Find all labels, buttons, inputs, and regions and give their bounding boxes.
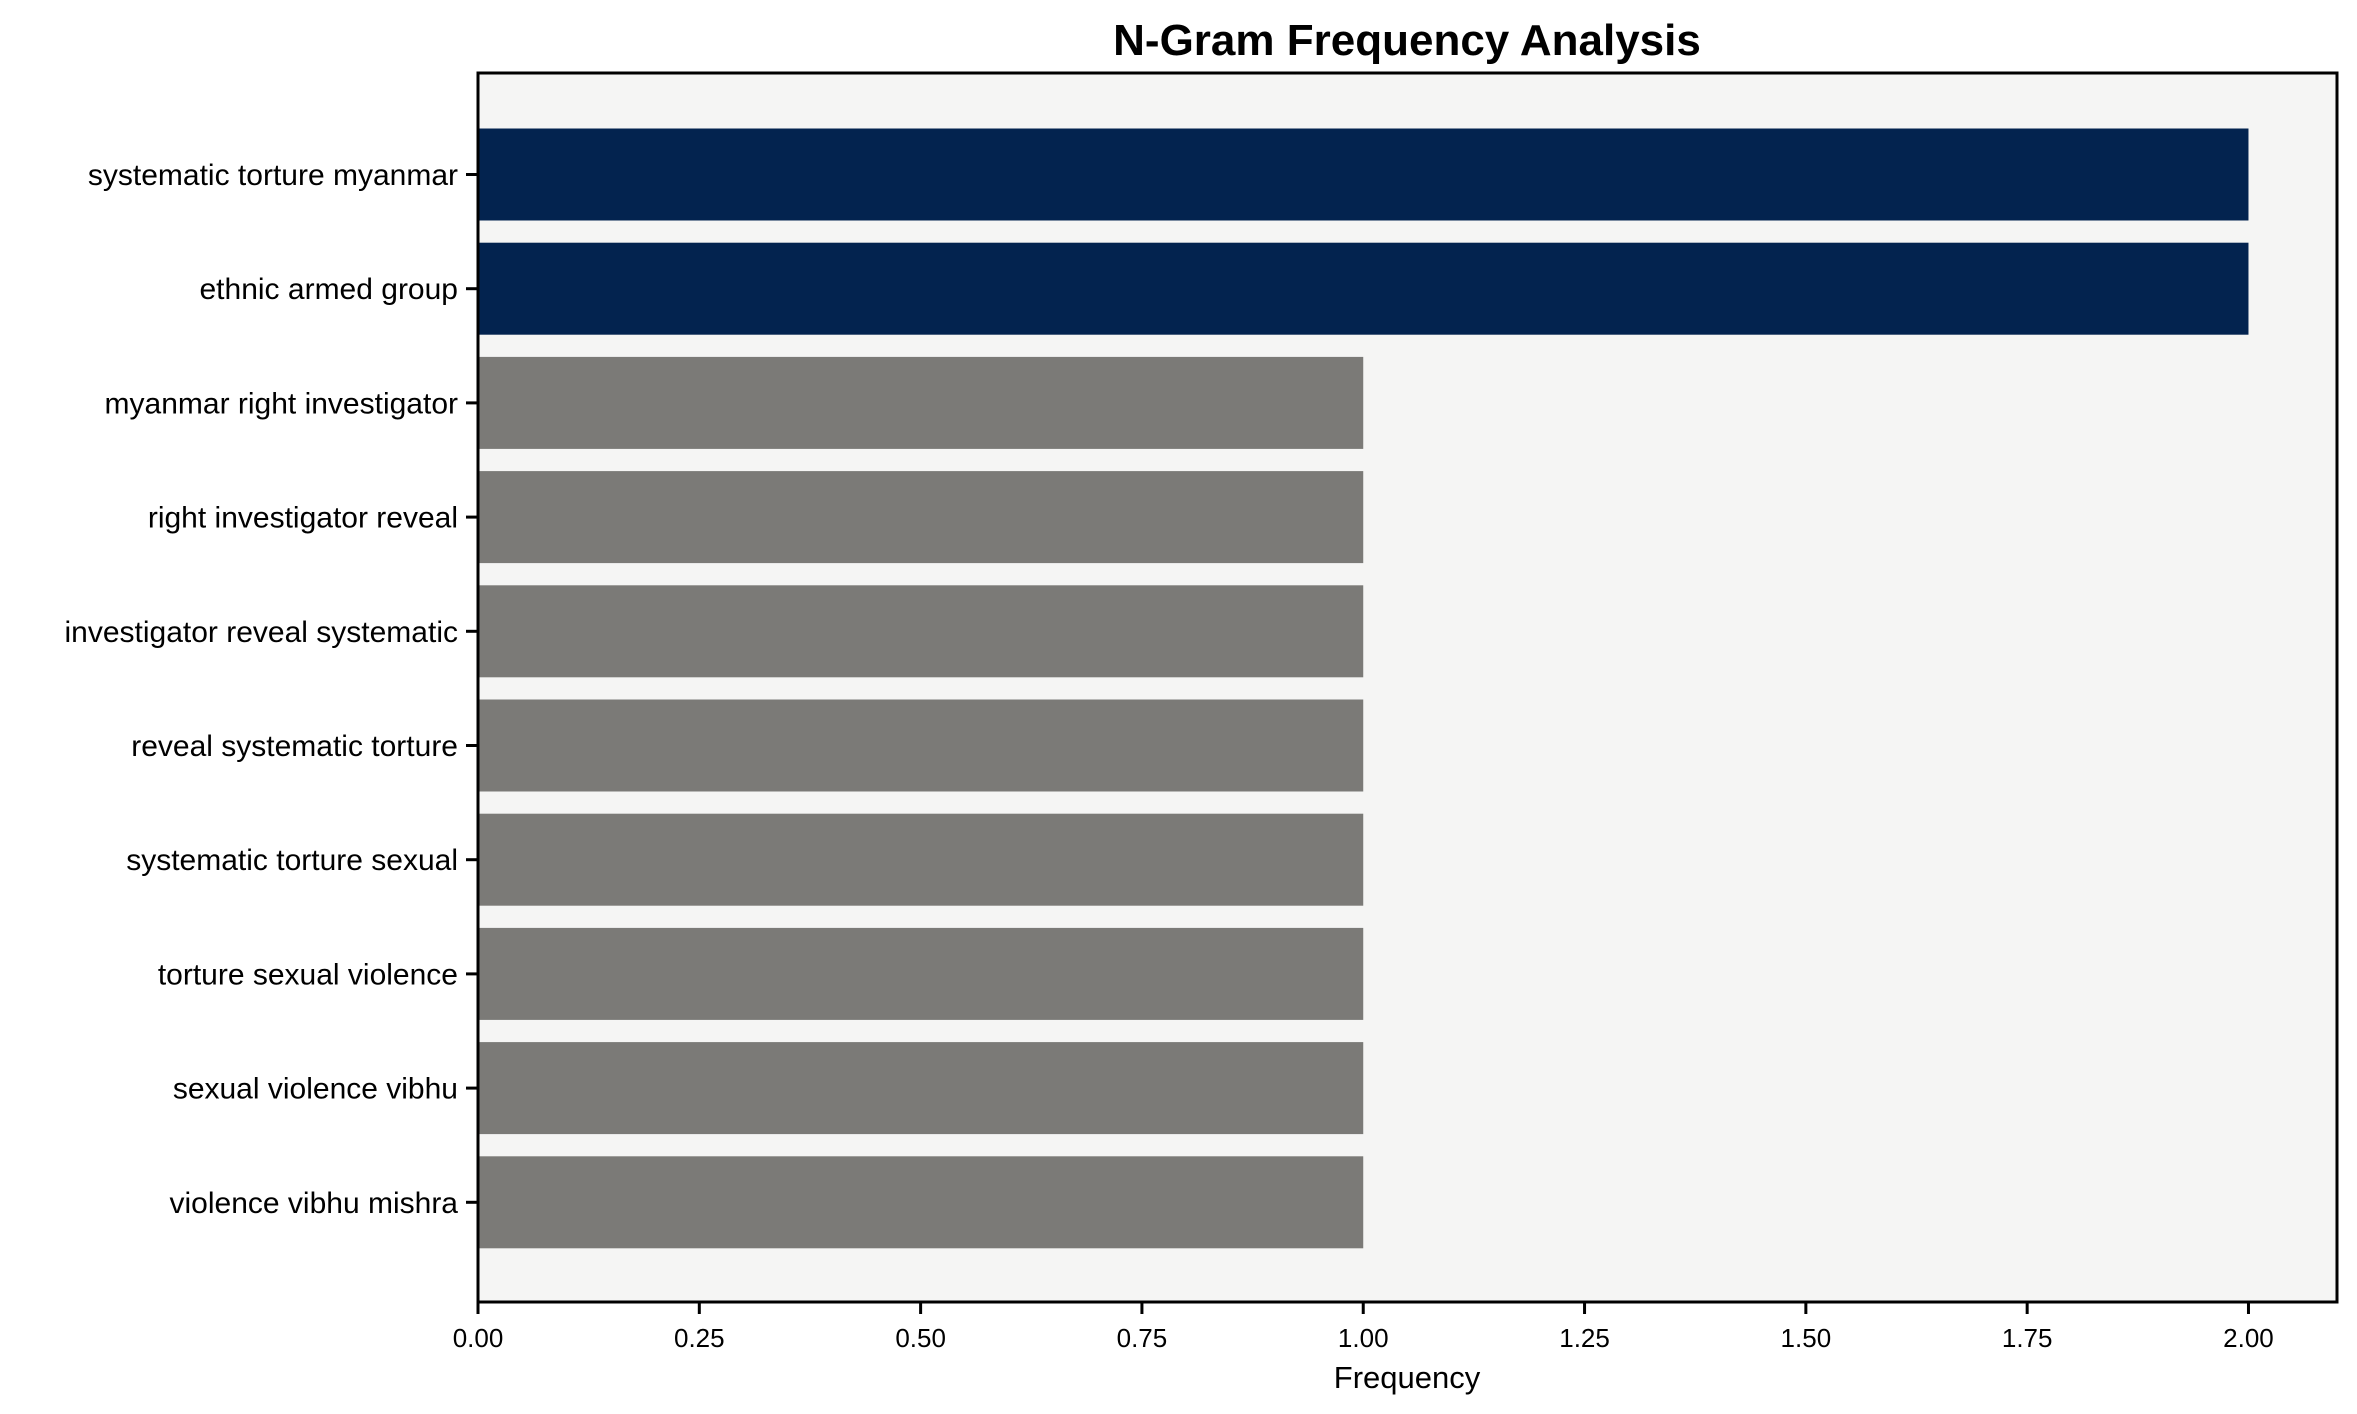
x-tick-label: 0.75 (1117, 1323, 1168, 1353)
chart-title: N-Gram Frequency Analysis (1113, 16, 1701, 65)
x-tick-label: 2.00 (2223, 1323, 2274, 1353)
x-tick-label: 1.00 (1338, 1323, 1389, 1353)
y-tick-label: sexual violence vibhu (173, 1073, 458, 1106)
bar (478, 471, 1364, 564)
bar (478, 927, 1364, 1020)
bars-group (478, 128, 2249, 1249)
x-tick-label: 1.75 (2002, 1323, 2053, 1353)
x-tick-label: 0.50 (895, 1323, 946, 1353)
y-tick-label: right investigator reveal (148, 502, 458, 535)
y-tick-label: myanmar right investigator (105, 387, 458, 420)
bar (478, 128, 2249, 221)
x-axis-ticks: 0.00 0.25 0.50 0.75 1.00 1.25 1.50 1.75 2.00 (453, 1302, 2274, 1353)
y-tick-label: systematic torture sexual (126, 844, 458, 877)
bar (478, 1156, 1364, 1249)
plot-border (476, 71, 2339, 1304)
y-tick-label: investigator reveal systematic (65, 616, 459, 649)
bar (478, 813, 1364, 906)
bar (478, 585, 1364, 678)
bar (478, 699, 1364, 792)
y-tick-label: reveal systematic torture (131, 730, 458, 763)
bar (478, 242, 2249, 335)
x-tick-label: 0.25 (674, 1323, 725, 1353)
bar (478, 356, 1364, 449)
bar (478, 1042, 1364, 1135)
y-tick-label: violence vibhu mishra (170, 1187, 459, 1220)
y-tick-label: systematic torture myanmar (88, 159, 458, 192)
x-tick-label: 0.00 (453, 1323, 504, 1353)
y-tick-label: ethnic armed group (200, 273, 459, 306)
y-axis-ticks: systematic torture myanmar ethnic armed g… (65, 159, 478, 1220)
x-axis-label: Frequency (1334, 1360, 1481, 1395)
x-tick-label: 1.25 (1559, 1323, 1610, 1353)
x-tick-label: 1.50 (1781, 1323, 1832, 1353)
y-tick-label: torture sexual violence (158, 958, 458, 991)
